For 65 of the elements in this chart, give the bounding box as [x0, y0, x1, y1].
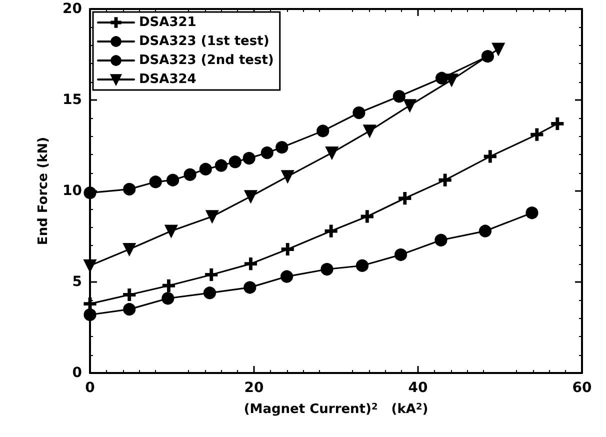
point	[149, 176, 162, 188]
point	[203, 286, 216, 300]
point	[228, 156, 242, 168]
point	[166, 174, 180, 186]
point	[205, 268, 218, 282]
point	[551, 117, 564, 130]
point	[84, 298, 96, 310]
point	[530, 128, 544, 141]
legend-label: DSA323 (1st test)	[139, 34, 270, 49]
point	[244, 190, 258, 203]
legend-label: DSA324	[139, 72, 196, 87]
point	[162, 279, 176, 292]
point	[123, 182, 136, 196]
point	[394, 248, 408, 261]
point	[260, 146, 274, 160]
point	[404, 99, 416, 112]
point	[434, 234, 448, 246]
legend-label: DSA323 (2nd test)	[139, 53, 274, 68]
point	[281, 170, 294, 183]
point	[352, 106, 366, 120]
point	[276, 141, 288, 154]
point	[199, 162, 212, 176]
y-tick-label: 20	[62, 1, 82, 17]
point	[280, 270, 294, 283]
point	[164, 224, 178, 238]
point	[206, 210, 218, 223]
y-axis-title: End Force (kN)	[36, 136, 51, 246]
y-tick-label: 5	[72, 274, 82, 290]
point	[162, 292, 174, 305]
point	[435, 72, 448, 84]
legend-label: DSA321	[139, 15, 196, 30]
x-tick-label: 60	[572, 380, 592, 396]
y-tick-label: 0	[72, 365, 82, 381]
point	[326, 146, 338, 160]
point	[360, 210, 374, 223]
point	[214, 159, 228, 172]
y-tick-label: 15	[62, 92, 82, 108]
x-tick-label: 0	[85, 380, 96, 396]
point	[84, 308, 96, 322]
point	[84, 259, 96, 272]
point	[438, 174, 452, 186]
point	[481, 50, 494, 63]
point	[484, 150, 496, 163]
point	[320, 262, 334, 276]
point	[316, 124, 330, 138]
point	[492, 42, 505, 56]
point	[398, 192, 412, 205]
point	[244, 281, 256, 294]
point	[445, 74, 458, 86]
point	[123, 303, 136, 316]
point	[123, 242, 136, 256]
x-tick-label: 20	[244, 380, 264, 396]
point	[392, 90, 406, 103]
y-tick-label: 10	[62, 183, 82, 199]
x-tick-label: 40	[408, 380, 428, 396]
point	[356, 259, 369, 272]
point	[242, 152, 256, 165]
point	[244, 258, 258, 270]
point	[478, 224, 492, 238]
point	[526, 206, 538, 220]
point	[363, 124, 376, 138]
point	[123, 288, 136, 302]
point	[324, 224, 338, 238]
point	[281, 242, 294, 256]
point	[184, 168, 196, 181]
